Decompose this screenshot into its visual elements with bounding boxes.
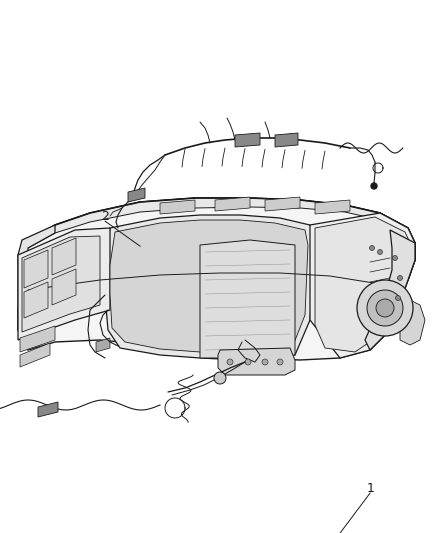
Polygon shape: [24, 250, 48, 288]
Polygon shape: [20, 326, 55, 352]
Polygon shape: [105, 215, 315, 360]
Polygon shape: [18, 228, 110, 340]
Polygon shape: [22, 236, 100, 332]
Circle shape: [398, 276, 403, 280]
Polygon shape: [52, 269, 76, 305]
Polygon shape: [315, 217, 412, 352]
Circle shape: [245, 359, 251, 365]
Polygon shape: [365, 230, 415, 350]
Text: 2: 2: [101, 209, 109, 223]
Polygon shape: [315, 200, 350, 214]
Circle shape: [214, 372, 226, 384]
Circle shape: [277, 359, 283, 365]
Polygon shape: [200, 240, 295, 358]
Circle shape: [396, 295, 400, 301]
Polygon shape: [265, 197, 300, 211]
Polygon shape: [160, 200, 195, 214]
Polygon shape: [24, 282, 48, 318]
Polygon shape: [218, 348, 295, 375]
Polygon shape: [275, 133, 298, 147]
Text: 1: 1: [366, 481, 374, 495]
Circle shape: [371, 183, 377, 189]
Polygon shape: [235, 133, 260, 147]
Circle shape: [378, 249, 382, 254]
Circle shape: [392, 255, 398, 261]
Polygon shape: [310, 213, 415, 358]
Circle shape: [357, 280, 413, 336]
Circle shape: [370, 246, 374, 251]
Polygon shape: [20, 343, 50, 367]
Polygon shape: [215, 197, 250, 211]
Polygon shape: [18, 225, 55, 350]
Circle shape: [262, 359, 268, 365]
Polygon shape: [18, 198, 415, 360]
Polygon shape: [38, 402, 58, 417]
Polygon shape: [110, 220, 308, 353]
Polygon shape: [52, 238, 76, 275]
Polygon shape: [28, 198, 415, 248]
Circle shape: [367, 290, 403, 326]
Polygon shape: [128, 188, 145, 202]
Circle shape: [227, 359, 233, 365]
Polygon shape: [400, 300, 425, 345]
Circle shape: [376, 299, 394, 317]
Polygon shape: [96, 338, 110, 352]
